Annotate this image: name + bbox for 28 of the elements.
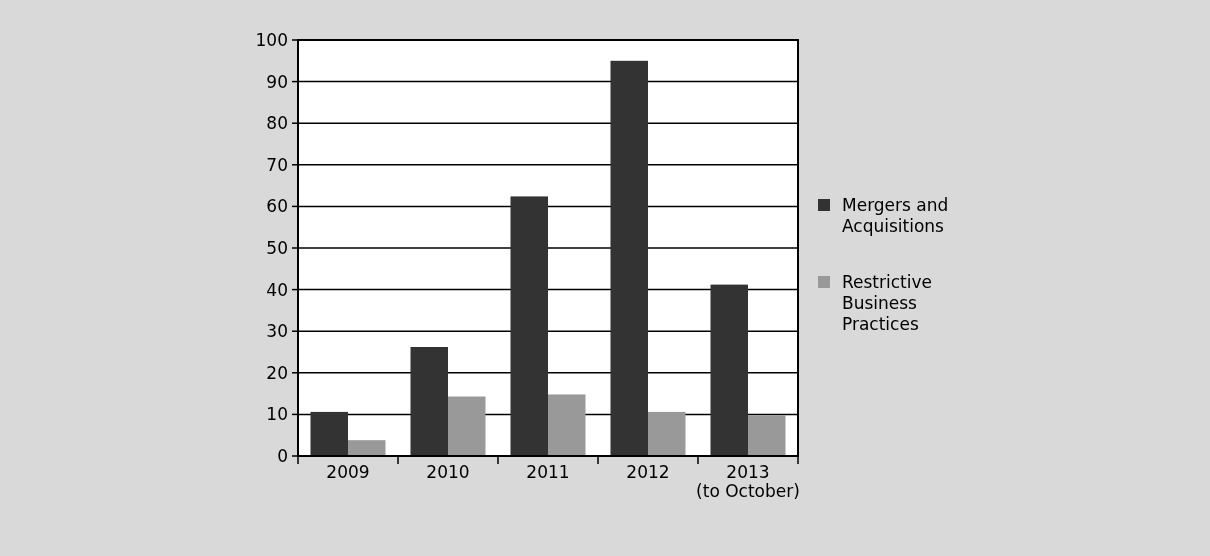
legend-label: Restrictive Business Practices	[842, 271, 932, 334]
x-tick-label: 2011	[526, 462, 570, 482]
y-tick-label: 90	[266, 71, 288, 92]
bar	[610, 60, 648, 456]
y-tick-label: 30	[266, 321, 288, 342]
x-tick-label: 2010	[426, 462, 470, 482]
bar	[548, 394, 586, 456]
bar	[510, 196, 548, 456]
x-tick-label: 2009	[326, 462, 370, 482]
y-tick-label: 20	[266, 362, 288, 383]
y-tick-label: 80	[266, 113, 288, 134]
y-tick-label: 40	[266, 279, 288, 300]
x-tick-label: 2012	[626, 462, 670, 482]
x-tick-label: 2013 (to October)	[696, 462, 800, 501]
y-tick-label: 70	[266, 154, 288, 175]
bar	[310, 411, 348, 456]
legend-label: Mergers and Acquisitions	[842, 194, 949, 236]
y-tick-label: 0	[277, 445, 288, 466]
bar	[448, 396, 486, 456]
bar	[410, 347, 448, 456]
y-tick-label: 60	[266, 196, 288, 217]
bar	[348, 440, 386, 456]
bar	[748, 415, 786, 456]
y-tick-label: 50	[266, 237, 288, 258]
y-tick-label: 100	[255, 29, 288, 50]
bar	[648, 411, 686, 456]
y-tick-label: 10	[266, 404, 288, 425]
bar	[710, 284, 748, 456]
